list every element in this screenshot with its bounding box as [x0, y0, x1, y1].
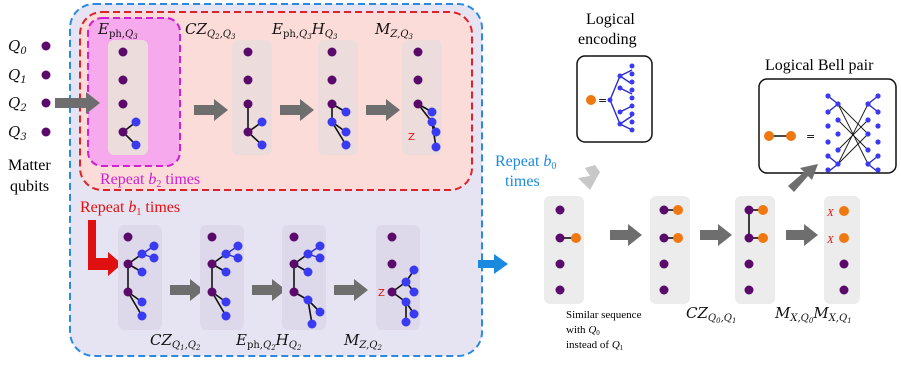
- measure-x-mark-2: X: [826, 234, 835, 246]
- final-note-line1: Similar sequence: [566, 309, 642, 321]
- final-note-line3: instead of Q1: [566, 339, 624, 352]
- bell-arrow: [788, 164, 818, 192]
- measure-z-mark-middle: Z: [378, 288, 385, 299]
- encoding-arrow: [578, 165, 600, 190]
- measure-z-mark-inner: Z: [408, 132, 415, 143]
- logical-encoding-title-1: Logical: [586, 11, 635, 28]
- arrow-final-2: [700, 224, 732, 246]
- inner-stage-4: Z MZ,Q3: [374, 20, 442, 155]
- svg-text:=: =: [806, 130, 815, 143]
- stage-label-cz-q0-q1: CZQ0,Q1: [686, 304, 736, 325]
- logical-bell-title: Logical Bell pair: [765, 57, 874, 74]
- arrow-middle-2: [252, 279, 286, 301]
- svg-text:=: =: [598, 94, 607, 107]
- outer-loop-exit-arrow: [478, 254, 508, 274]
- final-stage-3: [735, 196, 775, 304]
- middle-stage-3: [282, 225, 326, 330]
- arrow-final-1: [610, 224, 642, 246]
- final-stage-2: [650, 196, 690, 304]
- qubit-label-q3: Q3: [8, 123, 27, 143]
- arrow-middle-1: [170, 279, 204, 301]
- arrow-inner-2: [280, 99, 314, 121]
- matter-qubit-dot: [41, 98, 51, 108]
- matter-caption-line2: qubits: [10, 178, 49, 195]
- matter-caption-line1: Matter: [8, 157, 51, 174]
- repeat-b2-label: Repeat b2 times: [100, 171, 200, 190]
- middle-stage-1: [118, 225, 162, 330]
- qubit-label-q1: Q1: [8, 66, 27, 86]
- qubit-label-q0: Q0: [8, 37, 27, 57]
- qubit-label-q2: Q2: [8, 94, 27, 114]
- inner-stage-1: Eph,Q3: [97, 20, 148, 155]
- arrow-middle-3: [334, 279, 368, 301]
- arrow-matter-to-stage: [55, 92, 100, 114]
- inner-stage-2: CZQ2,Q3: [185, 20, 272, 155]
- final-note-line2: with Q0: [566, 324, 600, 337]
- repeat-b1-label: Repeat b1 times: [80, 199, 180, 218]
- arrow-final-3: [786, 224, 818, 246]
- repeat-b0-line1: Repeat b0: [495, 153, 556, 172]
- matter-qubit-dot: [41, 41, 51, 51]
- repeat-b1-arrow: [88, 220, 122, 276]
- logical-bell-box: =: [758, 78, 897, 174]
- stage-label-m-x-q0-q1: MX,Q0MX,Q1: [774, 304, 852, 325]
- logical-encoding-title-2: encoding: [578, 31, 637, 48]
- middle-stage-2: [200, 225, 244, 330]
- repeat-b0-line2: times: [505, 173, 540, 190]
- final-stage-4: X X: [824, 196, 860, 304]
- arrow-inner-1: [194, 99, 228, 121]
- final-stage-1: [544, 196, 584, 304]
- logical-encoding-box: =: [576, 55, 653, 143]
- middle-stage-4: Z: [376, 225, 420, 330]
- matter-qubit-dot: [41, 127, 51, 137]
- measure-x-mark-1: X: [826, 207, 835, 219]
- inner-stage-3: Eph,Q3HQ3: [271, 20, 358, 155]
- matter-qubits: Q0 Q1 Q2 Q3 Matter qubits: [8, 37, 51, 195]
- arrow-inner-3: [366, 99, 400, 121]
- matter-qubit-dot: [41, 70, 51, 80]
